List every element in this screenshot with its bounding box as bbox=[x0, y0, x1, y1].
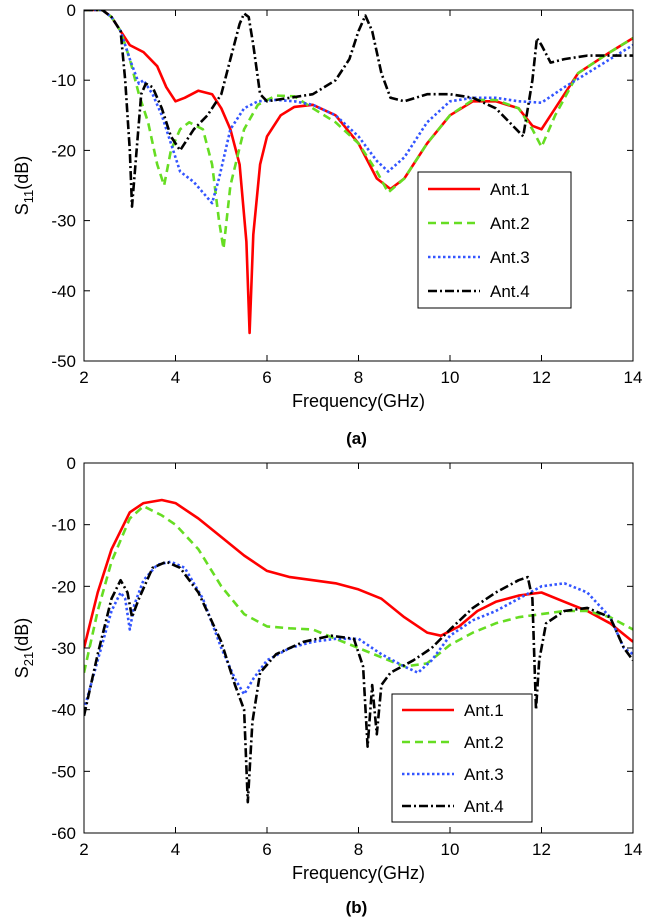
y-tick-label: 0 bbox=[67, 1, 76, 20]
legend-label: Ant.3 bbox=[464, 765, 504, 784]
y-axis-label-unit: (dB) bbox=[12, 618, 32, 652]
y-tick-label: -30 bbox=[51, 212, 76, 231]
legend-label: Ant.4 bbox=[464, 797, 504, 816]
x-tick-label: 6 bbox=[262, 368, 271, 387]
y-tick-label: -60 bbox=[51, 824, 76, 843]
x-tick-label: 2 bbox=[79, 368, 88, 387]
y-tick-label: -20 bbox=[51, 141, 76, 160]
series-group bbox=[84, 10, 633, 335]
series-line-ant3 bbox=[84, 560, 633, 711]
y-axis-label: S21(dB) bbox=[12, 618, 36, 679]
x-tick-label: 6 bbox=[262, 840, 271, 859]
series-line-ant3 bbox=[84, 10, 633, 205]
figure-caption: (b) bbox=[346, 898, 368, 917]
x-tick-label: 12 bbox=[532, 840, 551, 859]
y-axis-label: S11(dB) bbox=[12, 156, 36, 216]
x-tick-label: 8 bbox=[354, 840, 363, 859]
x-tick-label: 4 bbox=[171, 368, 180, 387]
series-line-ant1 bbox=[84, 10, 633, 335]
y-tick-label: -20 bbox=[51, 577, 76, 596]
figure-caption: (a) bbox=[346, 429, 367, 448]
legend: Ant.1 Ant.2 Ant.3 Ant.4 bbox=[417, 171, 572, 309]
series-group bbox=[84, 498, 633, 804]
y-tick-label: 0 bbox=[67, 454, 76, 473]
chart-b: 2 4 6 8 10 12 14 0 -10 -20 -30 -40 -50 -60 Frequency(G… bbox=[12, 454, 642, 917]
y-tick-label: -40 bbox=[51, 701, 76, 720]
x-tick-label: 14 bbox=[624, 368, 643, 387]
legend-label: Ant.2 bbox=[464, 733, 504, 752]
x-tick-label: 14 bbox=[624, 840, 643, 859]
y-tick-label: -50 bbox=[51, 352, 76, 371]
legend-label: Ant.3 bbox=[490, 248, 530, 267]
legend-label: Ant.2 bbox=[490, 214, 530, 233]
x-tick-label: 10 bbox=[441, 368, 460, 387]
y-tick-label: -40 bbox=[51, 282, 76, 301]
series-line-ant1 bbox=[84, 498, 633, 649]
x-axis-label: Frequency(GHz) bbox=[292, 391, 425, 411]
legend: Ant.1 Ant.2 Ant.3 Ant.4 bbox=[391, 693, 533, 823]
x-tick-label: 2 bbox=[79, 840, 88, 859]
y-tick-label: -30 bbox=[51, 639, 76, 658]
x-axis-label: Frequency(GHz) bbox=[292, 863, 425, 883]
y-tick-label: -10 bbox=[51, 71, 76, 90]
legend-label: Ant.4 bbox=[490, 282, 530, 301]
legend-box bbox=[417, 171, 572, 309]
y-axis-label-subscript: 11 bbox=[21, 190, 36, 204]
plot-frame bbox=[83, 462, 634, 834]
legend-label: Ant.1 bbox=[490, 180, 530, 199]
x-tick-label: 12 bbox=[532, 368, 551, 387]
chart-a: 2 4 6 8 10 12 14 0 -10 -20 -30 -40 -50 Frequency(GHz)… bbox=[12, 1, 642, 448]
y-axis-label-main: S bbox=[12, 203, 32, 215]
legend-box bbox=[391, 693, 533, 823]
y-axis-label-unit: (dB) bbox=[12, 156, 32, 190]
y-axis-label-subscript: 21 bbox=[21, 652, 36, 666]
legend-label: Ant.1 bbox=[464, 701, 504, 720]
y-tick-label: -50 bbox=[51, 762, 76, 781]
x-tick-label: 10 bbox=[441, 840, 460, 859]
series-line-ant4 bbox=[84, 560, 633, 804]
x-tick-label: 8 bbox=[354, 368, 363, 387]
y-tick-label: -10 bbox=[51, 516, 76, 535]
y-axis-label-main: S bbox=[12, 666, 32, 678]
series-line-ant4 bbox=[84, 10, 633, 208]
x-tick-label: 4 bbox=[171, 840, 180, 859]
